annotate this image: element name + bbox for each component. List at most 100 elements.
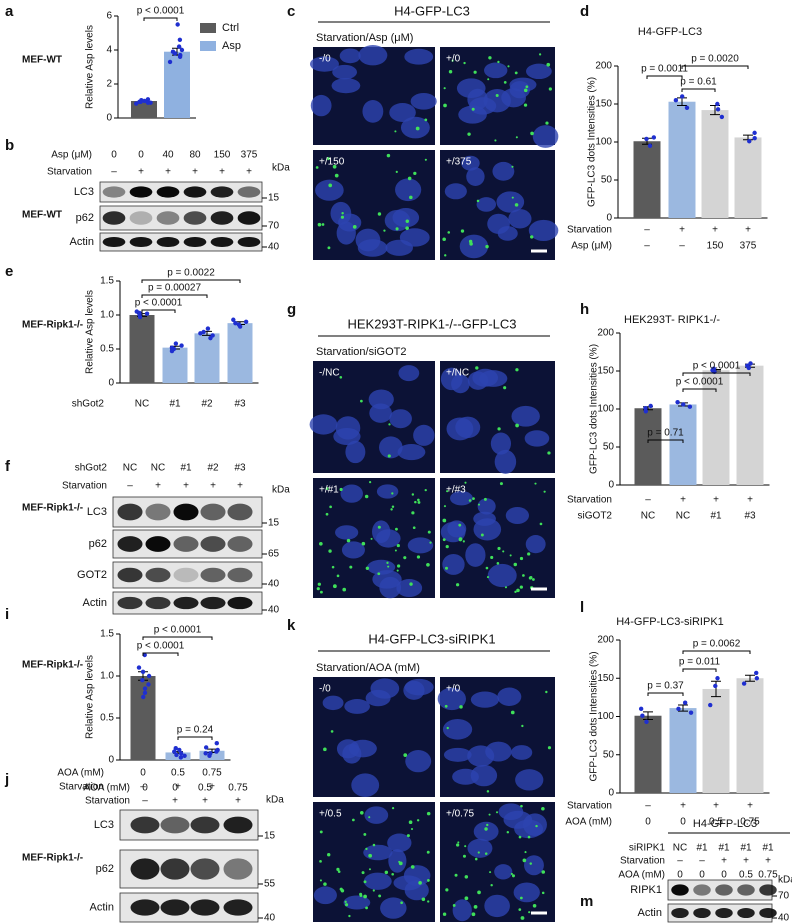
nucleus [508, 209, 532, 229]
error-bar [745, 674, 755, 682]
data-point [713, 683, 718, 689]
lc3-dot [406, 834, 410, 838]
lc3-dot [405, 219, 410, 224]
lc3-dot [424, 488, 427, 492]
lc3-dot [363, 880, 367, 884]
micrograph-tile: +/0.75 [440, 802, 555, 922]
comparison-bracket [143, 17, 178, 21]
row-cell: + [745, 225, 751, 236]
lc3-dot [363, 894, 367, 899]
lc3-dot [426, 879, 430, 882]
comparison-bracket [141, 309, 176, 313]
data-point [179, 47, 185, 53]
band [129, 186, 153, 198]
lc3-dot [448, 69, 453, 74]
lc3-dot [444, 704, 448, 708]
data-point [177, 747, 182, 753]
tile-label: +/0 [446, 684, 461, 695]
nucleus [442, 553, 465, 575]
lc3-dot [548, 87, 552, 91]
lc3-dot [417, 498, 420, 502]
nucleus [358, 45, 388, 66]
row-label: shGot2 [72, 399, 105, 410]
nucleus [509, 77, 537, 92]
panel-letter: a [5, 3, 14, 20]
lc3-dot [532, 578, 535, 581]
data-point [708, 702, 713, 708]
nucleus [309, 414, 338, 435]
comparison-bracket [647, 439, 684, 443]
lc3-dot [429, 541, 432, 544]
lc3-dot [496, 562, 500, 565]
y-tick-label: 0.5 [100, 344, 114, 355]
nucleus [355, 228, 381, 252]
lc3-dot [359, 892, 363, 896]
band [130, 899, 160, 916]
lc3-dot [444, 254, 447, 257]
band-label: p62 [76, 212, 94, 224]
nucleus [396, 579, 423, 598]
lc3-dot [530, 235, 534, 239]
band [173, 567, 199, 583]
tile-label: +/150 [319, 157, 345, 168]
nucleus [341, 541, 365, 559]
band [173, 536, 199, 552]
nucleus [330, 201, 352, 225]
nucleus [368, 389, 394, 410]
row-cell: – [644, 225, 650, 236]
y-tick-label: 100 [597, 711, 614, 722]
bar [227, 323, 253, 383]
condition-cell: + [765, 856, 771, 867]
band [671, 907, 689, 919]
y-tick-label: 50 [603, 442, 615, 453]
lc3-dot [539, 522, 543, 526]
nucleus [442, 718, 473, 740]
lc3-dot [522, 574, 525, 577]
condition-cell: NC [123, 463, 137, 474]
condition-cell: + [165, 167, 171, 178]
condition-cell: + [721, 856, 727, 867]
nucleus [452, 899, 472, 922]
data-point [676, 706, 681, 712]
lc3-dot [497, 546, 501, 551]
condition-label: AOA (mM) [618, 870, 665, 881]
lc3-dot [546, 62, 551, 67]
nucleus [473, 518, 502, 541]
error-bar [643, 711, 653, 721]
bar [668, 101, 696, 218]
nucleus [465, 543, 486, 567]
data-point [752, 130, 757, 136]
band [190, 858, 220, 880]
band [102, 186, 126, 198]
lc3-dot [372, 843, 376, 847]
band-label: Actin [83, 597, 107, 609]
lc3-dot [535, 824, 538, 828]
condition-cell: + [155, 481, 161, 492]
band [715, 907, 733, 919]
row-cell: – [679, 241, 685, 252]
lc3-dot [368, 853, 373, 858]
lc3-dot [336, 867, 340, 872]
bar [736, 678, 764, 793]
nucleus [348, 739, 377, 758]
nucleus [405, 749, 432, 773]
row-cell: + [680, 801, 686, 812]
lc3-dot [510, 710, 515, 715]
lc3-dot [323, 747, 327, 752]
tile-label: -/0 [319, 684, 331, 695]
nucleus [470, 764, 498, 787]
data-point [142, 690, 148, 695]
lc3-dot [473, 70, 477, 74]
nucleus [443, 747, 472, 762]
lc3-dot [444, 566, 449, 570]
data-point [682, 700, 688, 705]
bar [129, 315, 155, 383]
lc3-dot [495, 94, 499, 98]
condition-label: Starvation [620, 856, 665, 867]
lc3-dot [328, 549, 332, 553]
lc3-dot [332, 164, 337, 169]
lc3-dot [395, 527, 398, 531]
comparison-bracket [646, 75, 683, 79]
y-tick-label: 200 [595, 61, 612, 72]
row-cell: 0 [140, 768, 146, 779]
